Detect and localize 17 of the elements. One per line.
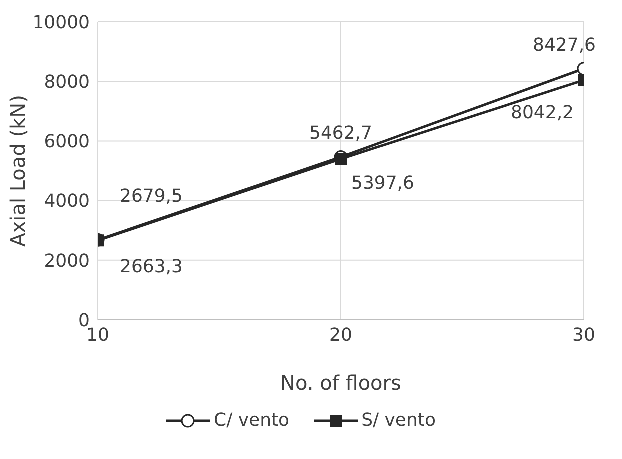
data-label: 5397,6 bbox=[352, 173, 414, 194]
data-label: 8427,6 bbox=[533, 34, 596, 56]
data-label: 2679,5 bbox=[120, 186, 183, 208]
x-tick-label: 30 bbox=[572, 324, 596, 346]
data-label: 2663,3 bbox=[120, 256, 183, 278]
y-axis-title: Axial Load (kN) bbox=[6, 95, 30, 247]
x-axis-title: No. of floors bbox=[280, 371, 402, 395]
data-label: 5462,7 bbox=[310, 123, 372, 144]
y-tick-label: 8000 bbox=[44, 72, 90, 93]
y-tick-label: 10000 bbox=[32, 12, 90, 34]
data-label: 8042,2 bbox=[511, 102, 574, 124]
y-tick-label: 4000 bbox=[44, 191, 90, 212]
legend-label: C/ vento bbox=[213, 410, 290, 431]
x-tick-label: 20 bbox=[330, 324, 352, 346]
y-tick-label: 2000 bbox=[44, 250, 90, 272]
legend-label: S/ vento bbox=[360, 410, 436, 431]
y-tick-label: 6000 bbox=[44, 132, 90, 153]
